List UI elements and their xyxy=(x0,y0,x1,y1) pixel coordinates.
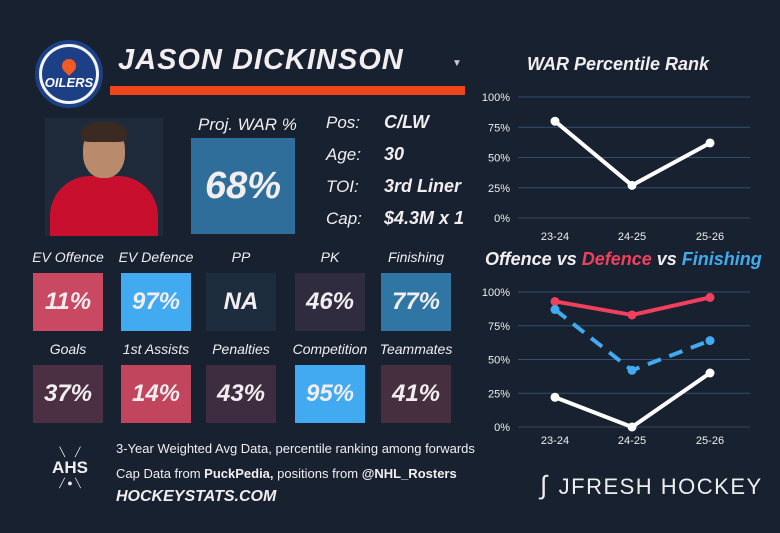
y-tick-label: 25% xyxy=(488,388,510,400)
proj-war-label: Proj. WAR % xyxy=(198,115,297,134)
war-line xyxy=(553,119,711,188)
y-tick-label: 0% xyxy=(494,422,510,434)
oilers-logo: OILERS xyxy=(35,40,103,108)
tile-1st-assists: 14% xyxy=(121,365,191,423)
title-defence: Defence xyxy=(581,249,652,269)
tile-ev-defence: 97% xyxy=(121,273,191,331)
offence-point xyxy=(550,392,560,402)
cap-value: $4.3M x 1 xyxy=(384,208,465,228)
tile-pp: NA xyxy=(206,273,276,331)
tile-label-1st-assists: 1st Assists xyxy=(122,341,190,357)
offence-line xyxy=(554,371,712,429)
y-tick-label: 50% xyxy=(488,355,510,367)
pos-label: Pos: xyxy=(326,113,361,132)
offence-point xyxy=(705,368,715,378)
tile-label-finishing: Finishing xyxy=(387,249,445,265)
age-value: 30 xyxy=(384,144,405,164)
x-tick-label: 25-26 xyxy=(696,435,724,447)
puckpedia-link: PuckPedia, xyxy=(204,466,274,481)
tile-pk: 46% xyxy=(295,273,365,331)
footer-sources: Cap Data from PuckPedia, positions from … xyxy=(116,466,457,481)
tile-penalties: 43% xyxy=(206,365,276,423)
player-name: JASON DICKINSON xyxy=(118,44,404,76)
ahs-logo: ╲ ╱ AHS ╱ ● ╲ xyxy=(52,447,88,488)
age-label: Age: xyxy=(326,145,361,164)
x-tick-label: 23-24 xyxy=(541,231,569,243)
x-tick-label: 23-24 xyxy=(541,435,569,447)
tile-teammates: 41% xyxy=(381,365,451,423)
tile-label-goals: Goals xyxy=(49,341,87,357)
finishing-point xyxy=(550,305,560,315)
sources-text-2: positions from xyxy=(273,466,362,481)
toi-value: 3rd Liner xyxy=(384,176,462,196)
sources-text: Cap Data from xyxy=(116,466,205,481)
pos-value: C/LW xyxy=(384,112,429,132)
war-point xyxy=(550,116,560,126)
dropdown-caret-icon[interactable]: ▼ xyxy=(452,58,462,69)
finishing-point xyxy=(627,365,637,375)
title-offence: Offence xyxy=(485,249,552,269)
tile-label-pp: PP xyxy=(231,249,251,265)
footer-method: 3-Year Weighted Avg Data, percentile ran… xyxy=(116,441,475,456)
defence-point xyxy=(705,292,715,302)
tile-finishing: 77% xyxy=(381,273,451,331)
ovd-chart-title: Offence vs Defence vs Finishing xyxy=(485,249,762,270)
x-tick-label: 25-26 xyxy=(696,231,724,243)
y-tick-label: 100% xyxy=(482,287,510,299)
cap-label: Cap: xyxy=(326,209,362,228)
defence-point xyxy=(550,296,560,306)
jfresh-logo: ∫ JFRESH HOCKEY xyxy=(540,470,763,500)
tile-label-competition: Competition xyxy=(292,341,368,357)
title-vs-2: vs xyxy=(651,249,682,269)
tile-ev-offence: 11% xyxy=(33,273,103,331)
war-chart-title: WAR Percentile Rank xyxy=(527,54,710,74)
tile-label-ev-defence: EV Defence xyxy=(118,249,194,265)
toi-label: TOI: xyxy=(326,177,359,196)
y-tick-label: 0% xyxy=(494,213,510,225)
offence-point xyxy=(627,422,637,432)
tile-label-penalties: Penalties xyxy=(212,341,270,357)
player-photo xyxy=(45,118,163,236)
tile-label-teammates: Teammates xyxy=(379,341,453,357)
war-point xyxy=(627,180,637,190)
defence-point xyxy=(627,310,637,320)
x-tick-label: 24-25 xyxy=(618,231,646,243)
title-finishing: Finishing xyxy=(681,249,762,269)
tile-goals: 37% xyxy=(33,365,103,423)
finishing-point xyxy=(705,336,715,346)
y-tick-label: 75% xyxy=(488,122,510,134)
war-point xyxy=(705,138,715,148)
site-name: HOCKEYSTATS.COM xyxy=(116,488,277,505)
x-tick-label: 24-25 xyxy=(618,435,646,447)
nhl-rosters-link: @NHL_Rosters xyxy=(361,466,457,481)
tile-competition: 95% xyxy=(295,365,365,423)
proj-war-value: 68% xyxy=(191,138,295,234)
name-underline xyxy=(110,86,465,95)
y-tick-label: 25% xyxy=(488,183,510,195)
tile-label-pk: PK xyxy=(320,249,340,265)
y-tick-label: 50% xyxy=(488,153,510,165)
y-tick-label: 75% xyxy=(488,321,510,333)
y-tick-label: 100% xyxy=(482,92,510,104)
title-vs-1: vs xyxy=(551,249,582,269)
tile-label-ev-offence: EV Offence xyxy=(32,249,104,265)
